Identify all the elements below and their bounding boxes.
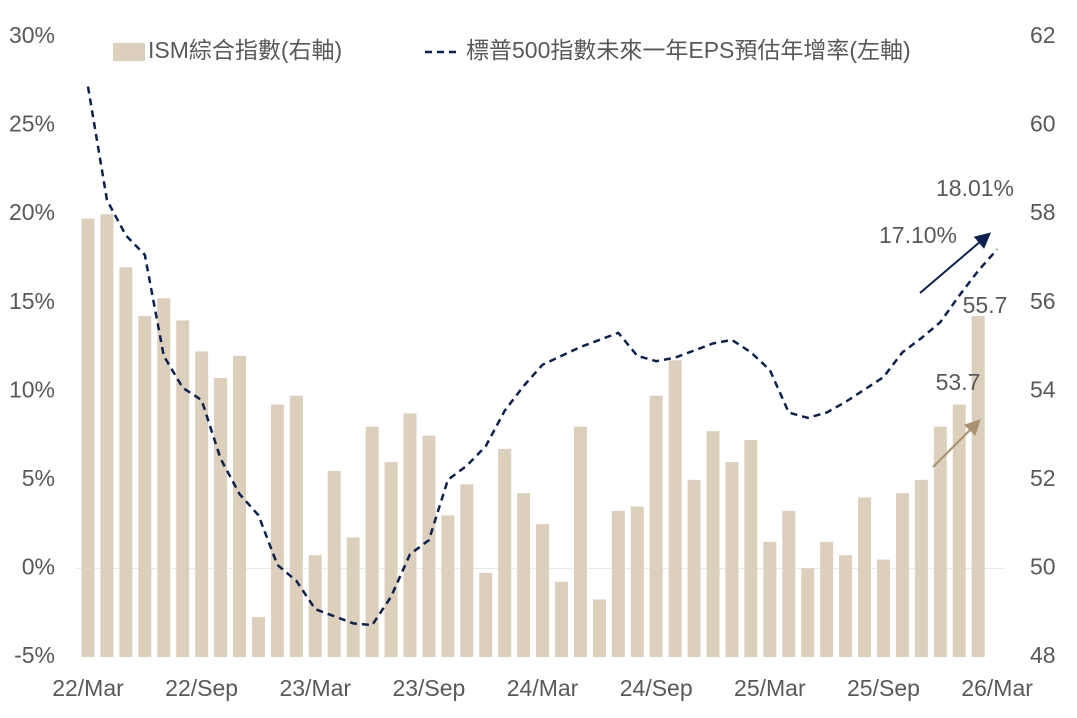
bar: [573, 426, 587, 657]
y2-tick-label: 60: [1030, 111, 1056, 137]
y2-tick-label: 48: [1030, 642, 1056, 668]
arrow: [919, 232, 992, 294]
y2-tick-label: 62: [1030, 22, 1056, 48]
bar: [251, 617, 265, 657]
y2-tick-label: 56: [1030, 288, 1056, 314]
bar: [933, 426, 947, 657]
bar: [782, 510, 796, 657]
arrow: [932, 419, 981, 468]
bar: [365, 426, 379, 657]
bar: [138, 316, 152, 657]
bar: [327, 471, 341, 657]
bar: [649, 395, 663, 657]
bar: [289, 395, 303, 657]
bar: [157, 298, 171, 657]
bar: [346, 537, 360, 657]
annotation: 18.01%: [936, 175, 1014, 201]
x-tick-label: 24/Sep: [620, 675, 693, 701]
y-tick-label: 15%: [9, 288, 55, 314]
bar: [555, 581, 568, 657]
bar: [214, 378, 228, 657]
bar: [119, 267, 133, 657]
bar: [858, 497, 872, 657]
y-tick-label: 10%: [9, 376, 55, 402]
bar: [592, 599, 606, 657]
bar: [687, 479, 701, 657]
bar: [630, 506, 644, 657]
legend-label: ISM綜合指數(右軸): [148, 37, 342, 63]
annotation: 53.7: [936, 369, 981, 395]
bar: [706, 431, 720, 657]
bar: [801, 568, 815, 657]
bar: [498, 448, 512, 657]
bar: [914, 479, 928, 657]
bar: [233, 355, 247, 657]
x-tick-label: 22/Mar: [52, 675, 124, 701]
bar: [100, 214, 114, 657]
bar: [384, 462, 398, 657]
bar: [820, 541, 834, 657]
bar: [308, 555, 322, 657]
y-tick-label: 5%: [22, 465, 55, 491]
y-tick-label: 0%: [22, 554, 55, 580]
bar: [971, 316, 985, 657]
y-tick-label: 30%: [9, 22, 55, 48]
bar: [668, 360, 682, 657]
annotation: 17.10%: [879, 222, 957, 248]
x-tick-label: 25/Mar: [734, 675, 806, 701]
y-tick-label: 25%: [9, 111, 55, 137]
bar: [536, 524, 550, 657]
bar: [195, 351, 209, 657]
legend-swatch: [113, 43, 145, 61]
x-tick-label: 23/Mar: [279, 675, 351, 701]
bar: [81, 218, 95, 658]
bar: [725, 462, 739, 657]
legend-label: 標普500指數未來一年EPS預估年增率(左軸): [466, 37, 911, 63]
x-tick-label: 25/Sep: [847, 675, 920, 701]
bar: [270, 404, 284, 657]
bar: [611, 510, 625, 657]
y2-tick-label: 52: [1030, 465, 1056, 491]
bar: [517, 493, 531, 657]
bar: [422, 435, 436, 657]
y-tick-label: 20%: [9, 199, 55, 225]
x-tick-label: 24/Mar: [507, 675, 579, 701]
bar: [176, 320, 190, 657]
x-tick-label: 22/Sep: [165, 675, 238, 701]
y2-tick-label: 54: [1030, 376, 1056, 402]
bar: [839, 555, 853, 657]
x-tick-label: 23/Sep: [392, 675, 465, 701]
bar: [441, 515, 455, 657]
bar: [744, 440, 758, 657]
bar: [876, 559, 890, 657]
plot: -5% 0% 5% 10% 15% 20% 25% 30% 48 50 52 54 56 58 60 62 22…: [9, 22, 1056, 701]
x-tick-label: 26/Mar: [961, 675, 1033, 701]
bar: [479, 572, 493, 657]
annotation: 55.7: [963, 292, 1008, 318]
y2-tick-label: 58: [1030, 199, 1056, 225]
bar: [952, 404, 966, 657]
bar: [460, 484, 474, 657]
line: [86, 86, 999, 627]
y2-tick-label: 50: [1030, 554, 1056, 580]
bar: [895, 493, 909, 657]
bar: [403, 413, 417, 657]
bar: [763, 541, 777, 657]
y-tick-label: -5%: [14, 642, 55, 668]
